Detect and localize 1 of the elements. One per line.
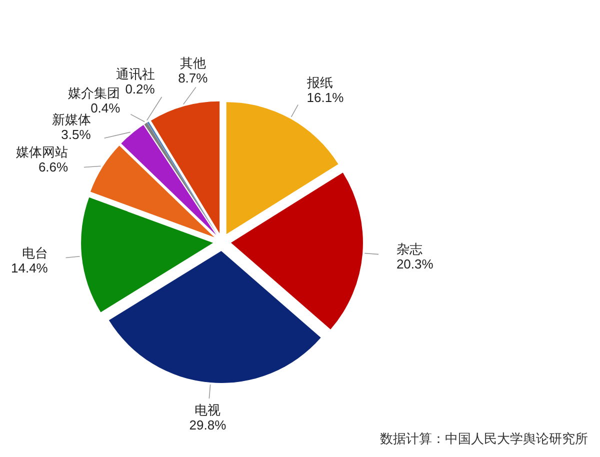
text: 数据计算：中国人民大学舆论研究所	[380, 431, 588, 446]
